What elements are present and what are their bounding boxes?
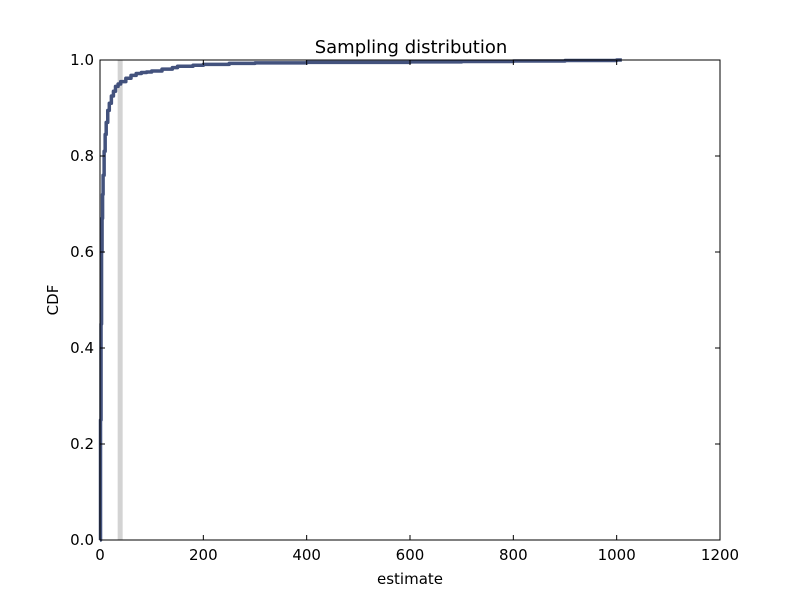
y-tick-label: 0.8 (70, 147, 94, 165)
y-axis: 0.0 0.2 0.4 0.6 0.8 1.0 (70, 51, 720, 549)
plot-area (98, 58, 622, 542)
x-tick-label: 0 (95, 546, 105, 564)
chart-title: Sampling distribution (315, 37, 508, 58)
y-tick-label: 0.2 (70, 435, 94, 453)
x-tick-label: 1200 (701, 546, 739, 564)
x-tick-label: 600 (396, 546, 425, 564)
x-tick-label: 400 (292, 546, 321, 564)
x-axis-label: estimate (377, 570, 443, 588)
x-axis: 0 200 400 600 800 1000 1200 (95, 60, 739, 564)
y-tick-label: 1.0 (70, 51, 94, 69)
x-tick-label: 800 (499, 546, 528, 564)
y-tick-label: 0.6 (70, 243, 94, 261)
y-axis-label: CDF (44, 285, 62, 316)
y-tick-label: 0.4 (70, 339, 94, 357)
x-tick-label: 1000 (598, 546, 636, 564)
plot-frame (99, 59, 721, 541)
y-tick-label: 0.0 (70, 531, 94, 549)
cdf-series-line-0 (98, 58, 622, 542)
x-tick-label: 200 (189, 546, 218, 564)
